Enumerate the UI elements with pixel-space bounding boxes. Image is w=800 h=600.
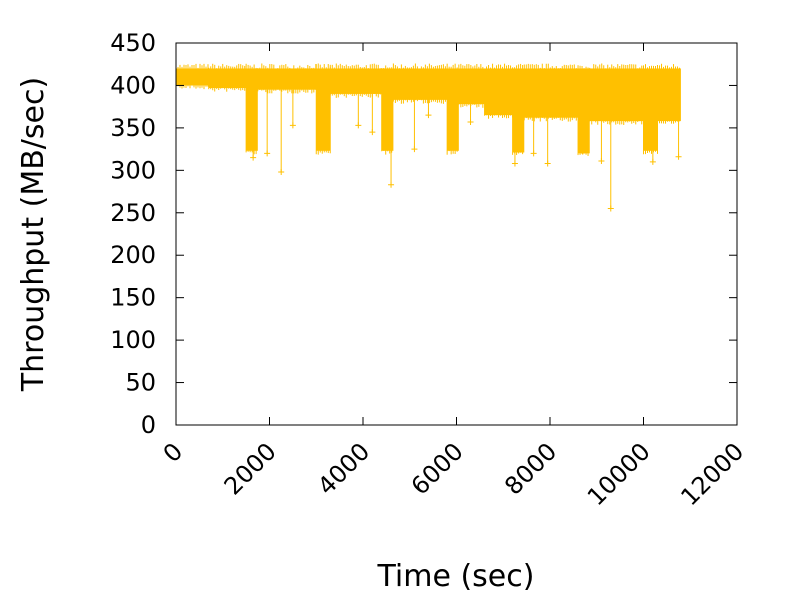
spike-marker	[355, 122, 362, 129]
x-tick-label: 6000	[406, 437, 469, 500]
plot-data	[175, 63, 682, 212]
series-0	[175, 63, 682, 212]
y-tick-label: 150	[110, 284, 156, 312]
spike-marker	[467, 118, 474, 125]
y-tick-label: 400	[110, 71, 156, 99]
x-tick-label: 8000	[499, 437, 562, 500]
spike-marker	[451, 137, 458, 144]
band-segment	[589, 68, 644, 122]
spike-marker	[369, 129, 376, 136]
y-tick-label: 50	[125, 369, 156, 397]
x-tick-label: 10000	[582, 437, 656, 511]
spike-marker	[388, 181, 395, 188]
y-tick-label: 250	[110, 199, 156, 227]
x-axis-title: Time (sec)	[377, 559, 535, 594]
spike-marker	[425, 112, 432, 119]
band-segment	[393, 68, 448, 100]
spike-marker	[320, 141, 327, 148]
spike-marker	[511, 160, 518, 167]
spike-marker	[264, 150, 271, 157]
spike-marker	[530, 150, 537, 157]
spike-marker	[544, 160, 551, 167]
y-tick-label: 0	[141, 411, 156, 439]
x-tick-label: 4000	[312, 437, 375, 500]
spike-marker	[675, 153, 682, 160]
spike-marker	[607, 205, 614, 212]
y-axis-title: Throughput (MB/sec)	[16, 77, 51, 392]
y-tick-label: 450	[110, 29, 156, 57]
y-tick-label: 200	[110, 241, 156, 269]
spike-marker	[579, 148, 586, 155]
spike-marker	[289, 122, 296, 129]
spike-marker	[649, 158, 656, 165]
x-tick-label: 2000	[219, 437, 282, 500]
y-tick-label: 350	[110, 114, 156, 142]
x-tick-label: 12000	[675, 437, 749, 511]
y-tick-label: 100	[110, 326, 156, 354]
x-tick-label: 0	[158, 437, 189, 468]
spike-marker	[598, 157, 605, 164]
spike-marker	[250, 154, 257, 161]
spike-marker	[278, 169, 285, 176]
spike-marker	[411, 146, 418, 153]
y-tick-label: 300	[110, 156, 156, 184]
